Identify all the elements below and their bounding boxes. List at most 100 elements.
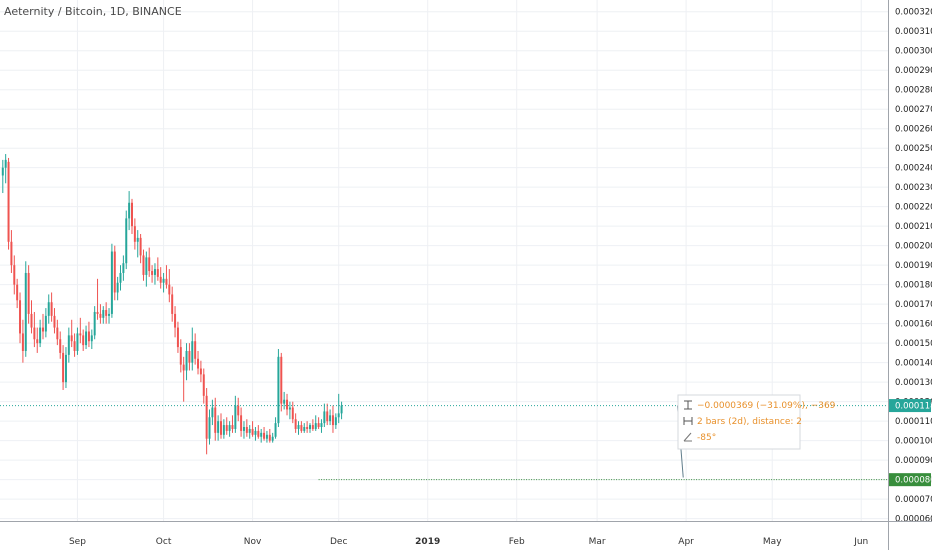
price-range-icon	[684, 400, 692, 410]
candle-body	[116, 282, 119, 293]
candle-body	[151, 271, 154, 275]
candle-body	[191, 341, 194, 363]
y-tick-label: 0.0000700	[895, 495, 932, 505]
y-tick-label: 0.0000600	[895, 515, 932, 525]
candle-body	[217, 421, 220, 433]
candle-body	[87, 331, 90, 342]
candle-body	[41, 327, 44, 332]
candle-body	[300, 425, 303, 431]
y-tick-label: 0.0001800	[895, 281, 932, 291]
last-price-badge	[889, 399, 931, 413]
candle-body	[326, 411, 329, 422]
candle-body	[340, 405, 343, 414]
candle-body	[283, 399, 286, 404]
y-tick-label: 0.0001900	[895, 261, 932, 271]
measure-tool[interactable]: −0.0000369 (−31.09%), −369 2 bars (2d), d…	[676, 394, 836, 478]
candle-body	[153, 269, 156, 275]
y-tick-label: 0.0002300	[895, 183, 932, 193]
candle-body	[105, 310, 108, 316]
candle-body	[156, 269, 159, 277]
candle-body	[36, 339, 39, 344]
candle-body	[308, 425, 311, 429]
y-tick-label: 0.0003200	[895, 8, 932, 18]
x-tick-label: Dec	[330, 537, 347, 547]
candle-body	[21, 333, 24, 351]
candle-body	[168, 284, 171, 295]
x-tick-label: Apr	[678, 537, 694, 547]
candle-body	[303, 427, 306, 431]
candle-body	[182, 364, 185, 371]
candles	[1, 154, 343, 455]
candle-body	[128, 202, 131, 219]
candle-body	[24, 272, 27, 351]
candle-body	[76, 333, 79, 351]
y-tick-label: 0.0000900	[895, 456, 932, 466]
candle-body	[176, 327, 179, 348]
candle-body	[142, 255, 145, 275]
candle-body	[13, 265, 16, 285]
candle-body	[208, 417, 211, 439]
candle-body	[70, 335, 73, 342]
candle-body	[27, 272, 30, 314]
y-tick-label: 0.0002700	[895, 105, 932, 115]
candle-body	[254, 430, 257, 435]
candle-body	[265, 434, 268, 439]
y-tick-label: 0.0002600	[895, 125, 932, 135]
candle-body	[274, 423, 277, 437]
candle-body	[174, 313, 177, 328]
candle-body	[280, 356, 283, 404]
candle-body	[314, 423, 317, 429]
candle-body	[248, 428, 251, 433]
candle-body	[10, 241, 13, 266]
candle-body	[277, 356, 280, 424]
candle-body	[237, 405, 240, 416]
candle-body	[162, 278, 165, 283]
candle-body	[171, 294, 174, 314]
candle-body	[179, 347, 182, 365]
candle-body	[194, 341, 197, 359]
candle-body	[145, 257, 148, 275]
candle-body	[197, 358, 200, 369]
candle-body	[188, 350, 191, 363]
time-axis[interactable]: Sep Oct Nov Dec 2019 Feb Mar Apr May Jun	[0, 521, 932, 548]
candle-body	[33, 327, 36, 340]
y-tick-label: 0.0002400	[895, 164, 932, 174]
target-price-label: 0.0000800	[895, 476, 932, 486]
candle-body	[214, 407, 217, 433]
candle-body	[59, 339, 62, 353]
candle-body	[202, 374, 205, 396]
candle-body	[53, 315, 56, 328]
horizontal-lines	[0, 405, 888, 481]
candle-body	[228, 425, 231, 431]
measure-info-line: -85°	[697, 433, 716, 443]
candle-body	[240, 415, 243, 431]
x-tick-label: Oct	[156, 537, 172, 547]
y-tick-label: 0.0001000	[895, 437, 932, 447]
chart-title: Aeternity / Bitcoin, 1D, BINANCE	[4, 5, 182, 18]
y-tick-label: 0.0003100	[895, 27, 932, 37]
price-axis[interactable]: 0.0003200 0.0003100 0.0003000 0.0002900 0.00…	[888, 0, 932, 550]
candle-body	[205, 395, 208, 439]
candle-body	[90, 335, 93, 342]
y-tick-label: 0.0001400	[895, 359, 932, 369]
candle-body	[291, 407, 294, 420]
candle-body	[337, 413, 340, 418]
bar-range-icon	[683, 417, 693, 425]
candle-body	[331, 415, 334, 426]
candle-body	[7, 161, 10, 242]
candle-body	[323, 411, 326, 424]
candle-body	[251, 428, 254, 435]
candle-body	[317, 423, 320, 428]
candle-body	[47, 302, 50, 316]
angle-icon	[683, 432, 692, 442]
candle-body	[122, 263, 125, 273]
candle-body	[211, 407, 214, 418]
x-tick-label: Jun	[853, 537, 868, 547]
candle-body	[133, 226, 136, 242]
y-tick-label: 0.0001100	[895, 417, 932, 427]
candle-body	[288, 407, 291, 410]
candle-body	[329, 415, 332, 422]
x-tick-label: Mar	[589, 537, 606, 547]
